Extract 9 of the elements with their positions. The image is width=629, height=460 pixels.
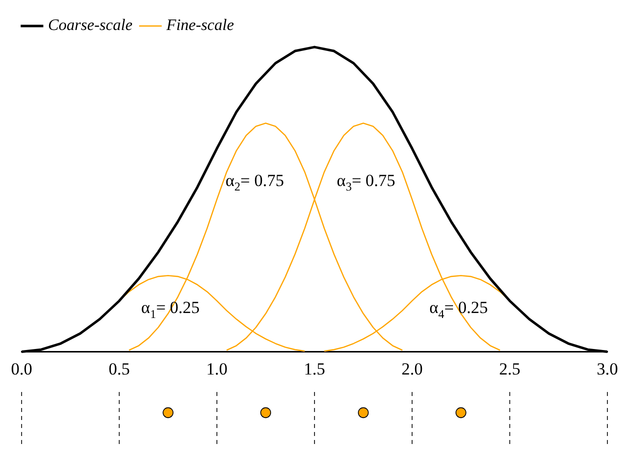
x-tick-label: 1.0 xyxy=(206,359,228,378)
legend-label: Fine-scale xyxy=(165,17,234,34)
x-tick-label: 2.5 xyxy=(499,359,520,378)
x-tick-label: 0.5 xyxy=(108,359,130,378)
x-tick-label: 2.0 xyxy=(402,359,423,378)
x-tick-label: 0.0 xyxy=(11,359,32,378)
x-tick-label: 1.5 xyxy=(304,359,326,378)
x-tick-label: 3.0 xyxy=(596,359,618,378)
legend-label: Coarse-scale xyxy=(48,17,132,34)
